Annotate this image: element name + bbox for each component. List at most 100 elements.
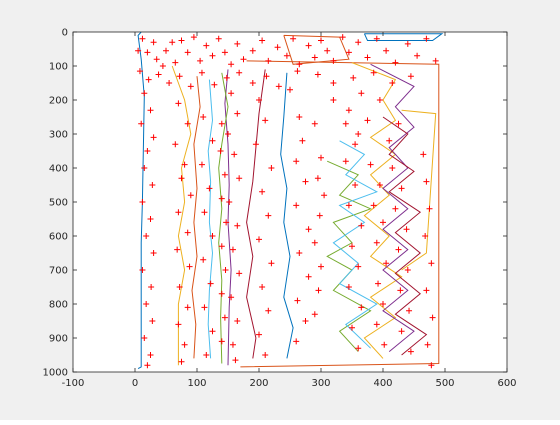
x-tick-label: 300 <box>311 378 330 389</box>
y-tick-label: 500 <box>49 198 68 209</box>
data-point-3 <box>144 49 151 56</box>
data-point-57 <box>294 68 301 75</box>
data-point-117 <box>268 260 275 267</box>
data-point-189 <box>429 314 436 321</box>
data-point-72 <box>147 216 154 222</box>
y-tick-label: 700 <box>49 266 68 277</box>
data-point-37 <box>373 35 380 42</box>
data-point-7 <box>163 47 169 54</box>
data-point-179 <box>397 287 404 294</box>
data-point-8 <box>169 39 176 46</box>
data-point-200 <box>201 304 208 311</box>
data-point-50 <box>198 69 205 76</box>
data-point-88 <box>175 209 182 216</box>
data-point-147 <box>345 107 352 114</box>
data-point-80 <box>147 352 154 358</box>
data-point-91 <box>186 263 193 270</box>
marker-layer <box>135 34 439 369</box>
data-point-63 <box>407 73 414 80</box>
data-point-105 <box>236 270 243 277</box>
data-point-67 <box>150 134 157 141</box>
data-point-34 <box>345 49 352 56</box>
data-point-207 <box>223 219 230 226</box>
data-point-4 <box>150 39 157 46</box>
series-line-3 <box>171 65 192 366</box>
data-point-40 <box>404 40 411 47</box>
data-point-35 <box>355 39 362 46</box>
data-point-177 <box>395 246 402 253</box>
data-point-159 <box>345 284 352 290</box>
data-point-175 <box>392 205 399 212</box>
data-point-150 <box>376 97 383 103</box>
data-point-178 <box>404 267 411 273</box>
data-point-73 <box>143 233 150 239</box>
data-point-75 <box>139 267 146 273</box>
data-point-184 <box>423 178 430 185</box>
data-point-61 <box>370 69 377 76</box>
data-point-74 <box>150 250 157 256</box>
series-line-9 <box>191 76 201 359</box>
data-point-182 <box>407 348 414 355</box>
data-point-68 <box>144 148 151 154</box>
data-point-114 <box>259 188 266 195</box>
data-point-195 <box>206 185 213 192</box>
data-point-83 <box>184 120 191 127</box>
data-point-38 <box>383 47 390 54</box>
data-point-146 <box>358 90 365 97</box>
data-point-173 <box>389 165 396 171</box>
data-point-122 <box>287 86 293 93</box>
data-point-25 <box>283 52 290 59</box>
data-point-13 <box>197 57 204 64</box>
data-point-9 <box>172 59 179 66</box>
data-point-188 <box>423 287 430 294</box>
data-point-209 <box>222 267 229 273</box>
data-point-187 <box>428 260 435 267</box>
data-point-62 <box>389 80 396 86</box>
series-line-15 <box>363 33 444 41</box>
data-point-60 <box>350 74 357 81</box>
data-point-6 <box>159 63 166 69</box>
data-point-199 <box>207 280 214 287</box>
series-line-11 <box>370 63 415 352</box>
data-point-129 <box>296 250 303 256</box>
data-point-165 <box>370 202 377 209</box>
data-point-15 <box>209 52 216 59</box>
data-point-21 <box>249 47 256 54</box>
data-point-138 <box>316 212 323 219</box>
data-point-96 <box>178 358 185 365</box>
data-point-153 <box>342 158 349 165</box>
data-point-29 <box>311 54 318 61</box>
data-point-186 <box>422 233 429 239</box>
series-line-16 <box>283 34 350 65</box>
data-point-113 <box>268 165 275 171</box>
data-point-81 <box>144 362 151 369</box>
data-point-86 <box>178 175 185 182</box>
data-point-123 <box>296 114 303 120</box>
data-point-58 <box>314 71 321 78</box>
data-point-49 <box>187 83 194 90</box>
series-line-5 <box>218 72 229 364</box>
y-tick-label: 0 <box>62 28 68 39</box>
data-point-71 <box>139 199 146 205</box>
data-point-28 <box>305 42 312 49</box>
data-point-56 <box>275 83 282 90</box>
data-point-115 <box>265 212 272 219</box>
data-point-143 <box>330 97 337 103</box>
data-point-212 <box>218 338 225 345</box>
series-line-10 <box>351 62 403 359</box>
data-point-52 <box>223 74 230 81</box>
data-point-170 <box>380 301 386 307</box>
data-point-191 <box>428 362 435 369</box>
y-tick-label: 800 <box>49 300 68 311</box>
data-point-90 <box>174 246 181 253</box>
data-point-102 <box>226 199 233 205</box>
data-point-192 <box>200 114 207 120</box>
y-tick-label: 600 <box>49 232 68 243</box>
data-point-27 <box>296 61 303 68</box>
data-point-11 <box>184 49 191 56</box>
data-point-176 <box>403 226 410 233</box>
data-point-76 <box>148 284 155 290</box>
data-point-166 <box>380 219 386 226</box>
data-point-152 <box>395 120 402 127</box>
data-point-98 <box>234 110 241 117</box>
